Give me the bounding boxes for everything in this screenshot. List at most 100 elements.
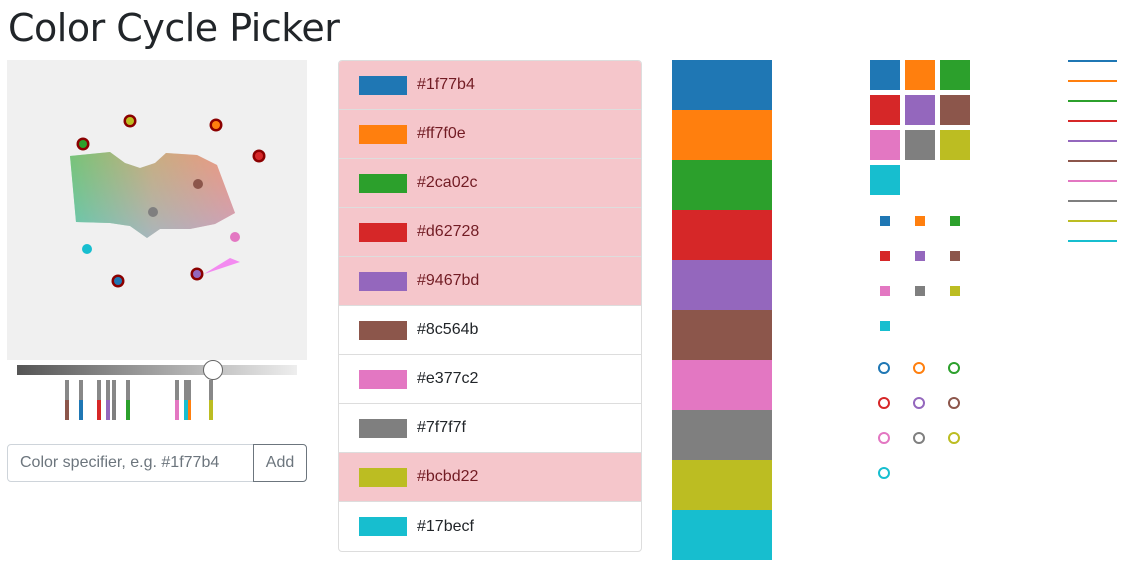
- color-hex: #e377c2: [417, 370, 479, 387]
- large-swatch: [870, 60, 900, 90]
- add-button[interactable]: Add: [253, 444, 307, 482]
- color-point[interactable]: [111, 274, 125, 288]
- square-marker-icon: [950, 251, 960, 261]
- square-marker-icon: [950, 286, 960, 296]
- line-sample: [1068, 120, 1117, 122]
- page-title: Color Cycle Picker: [8, 6, 340, 50]
- color-point[interactable]: [209, 118, 223, 132]
- strip-swatch: [672, 210, 772, 260]
- color-swatch: [359, 418, 407, 438]
- line-sample: [1068, 180, 1117, 182]
- color-point[interactable]: [190, 267, 204, 281]
- line-sample: [1068, 240, 1117, 242]
- large-swatch: [940, 60, 970, 90]
- color-hex: #9467bd: [417, 272, 480, 289]
- color-list-item[interactable]: #d62728: [339, 208, 641, 257]
- lightness-ticks: [0, 380, 320, 420]
- square-marker-icon: [880, 321, 890, 331]
- color-list-item[interactable]: #e377c2: [339, 355, 641, 404]
- lightness-tick: [106, 380, 110, 420]
- large-swatch: [905, 60, 935, 90]
- color-hex: #ff7f0e: [417, 125, 466, 142]
- gamut-sliver: [204, 258, 240, 274]
- color-hex: #17becf: [417, 517, 474, 535]
- square-marker-icon: [880, 286, 890, 296]
- square-marker-icon: [880, 216, 890, 226]
- color-swatch: [359, 173, 407, 193]
- lightness-tick: [187, 380, 191, 420]
- lightness-tick: [79, 380, 83, 420]
- slider-knob[interactable]: [203, 360, 223, 380]
- large-swatch: [905, 95, 935, 125]
- color-swatch: [359, 271, 407, 291]
- strip-swatch: [672, 360, 772, 410]
- color-hex: #7f7f7f: [417, 419, 466, 436]
- square-marker-icon: [915, 286, 925, 296]
- square-marker-icon: [880, 251, 890, 261]
- circle-marker-icon: [878, 362, 890, 374]
- color-point[interactable]: [82, 244, 92, 254]
- color-hex: #d62728: [417, 223, 480, 240]
- line-sample: [1068, 60, 1117, 62]
- circle-marker-icon: [878, 467, 890, 479]
- color-swatch: [359, 75, 407, 95]
- color-list-item[interactable]: #1f77b4: [339, 61, 641, 110]
- large-swatch: [940, 95, 970, 125]
- color-list-item[interactable]: #8c564b: [339, 306, 641, 355]
- large-swatch-grid: [870, 60, 975, 195]
- square-marker-icon: [915, 251, 925, 261]
- circle-marker-icon: [878, 432, 890, 444]
- color-point[interactable]: [76, 137, 90, 151]
- color-point[interactable]: [123, 114, 137, 128]
- large-swatch: [940, 130, 970, 160]
- lightness-tick: [65, 380, 69, 420]
- line-sample: [1068, 160, 1117, 162]
- circle-marker-icon: [913, 362, 925, 374]
- line-sample: [1068, 200, 1117, 202]
- color-swatch: [359, 320, 407, 340]
- color-list: #1f77b4 #ff7f0e #2ca02c #d62728 #9467bd #8c56…: [338, 60, 642, 552]
- color-strip: [672, 60, 772, 560]
- large-swatch: [870, 165, 900, 195]
- color-point[interactable]: [148, 207, 158, 217]
- lightness-slider[interactable]: [17, 360, 297, 380]
- color-space-plot[interactable]: [7, 60, 307, 360]
- line-sample: [1068, 220, 1117, 222]
- color-hex: #8c564b: [417, 321, 479, 338]
- color-list-item[interactable]: #7f7f7f: [339, 404, 641, 453]
- strip-swatch: [672, 60, 772, 110]
- color-specifier-input[interactable]: [7, 444, 254, 482]
- color-swatch: [359, 467, 407, 487]
- line-sample: [1068, 100, 1117, 102]
- circle-marker-icon: [948, 362, 960, 374]
- color-list-item[interactable]: #ff7f0e: [339, 110, 641, 159]
- lightness-tick: [126, 380, 130, 420]
- color-point[interactable]: [252, 149, 266, 163]
- color-point[interactable]: [230, 232, 240, 242]
- lightness-tick: [175, 380, 179, 420]
- circle-marker-icon: [913, 397, 925, 409]
- color-list-item[interactable]: #17becf: [339, 502, 641, 551]
- circle-marker-icon: [913, 432, 925, 444]
- strip-swatch: [672, 310, 772, 360]
- color-swatch: [359, 222, 407, 242]
- color-list-item[interactable]: #9467bd: [339, 257, 641, 306]
- color-list-item[interactable]: #2ca02c: [339, 159, 641, 208]
- strip-swatch: [672, 410, 772, 460]
- large-swatch: [870, 95, 900, 125]
- strip-swatch: [672, 460, 772, 510]
- color-hex: #bcbd22: [417, 468, 479, 485]
- color-space-canvas[interactable]: [7, 60, 307, 360]
- line-sample: [1068, 80, 1117, 82]
- lightness-tick: [184, 380, 188, 420]
- lightness-tick: [97, 380, 101, 420]
- color-list-item[interactable]: #bcbd22: [339, 453, 641, 502]
- strip-swatch: [672, 260, 772, 310]
- strip-swatch: [672, 510, 772, 560]
- lightness-tick: [209, 380, 213, 420]
- square-marker-icon: [950, 216, 960, 226]
- color-swatch: [359, 517, 407, 536]
- circle-marker-icon: [878, 397, 890, 409]
- color-point[interactable]: [193, 179, 203, 189]
- strip-swatch: [672, 110, 772, 160]
